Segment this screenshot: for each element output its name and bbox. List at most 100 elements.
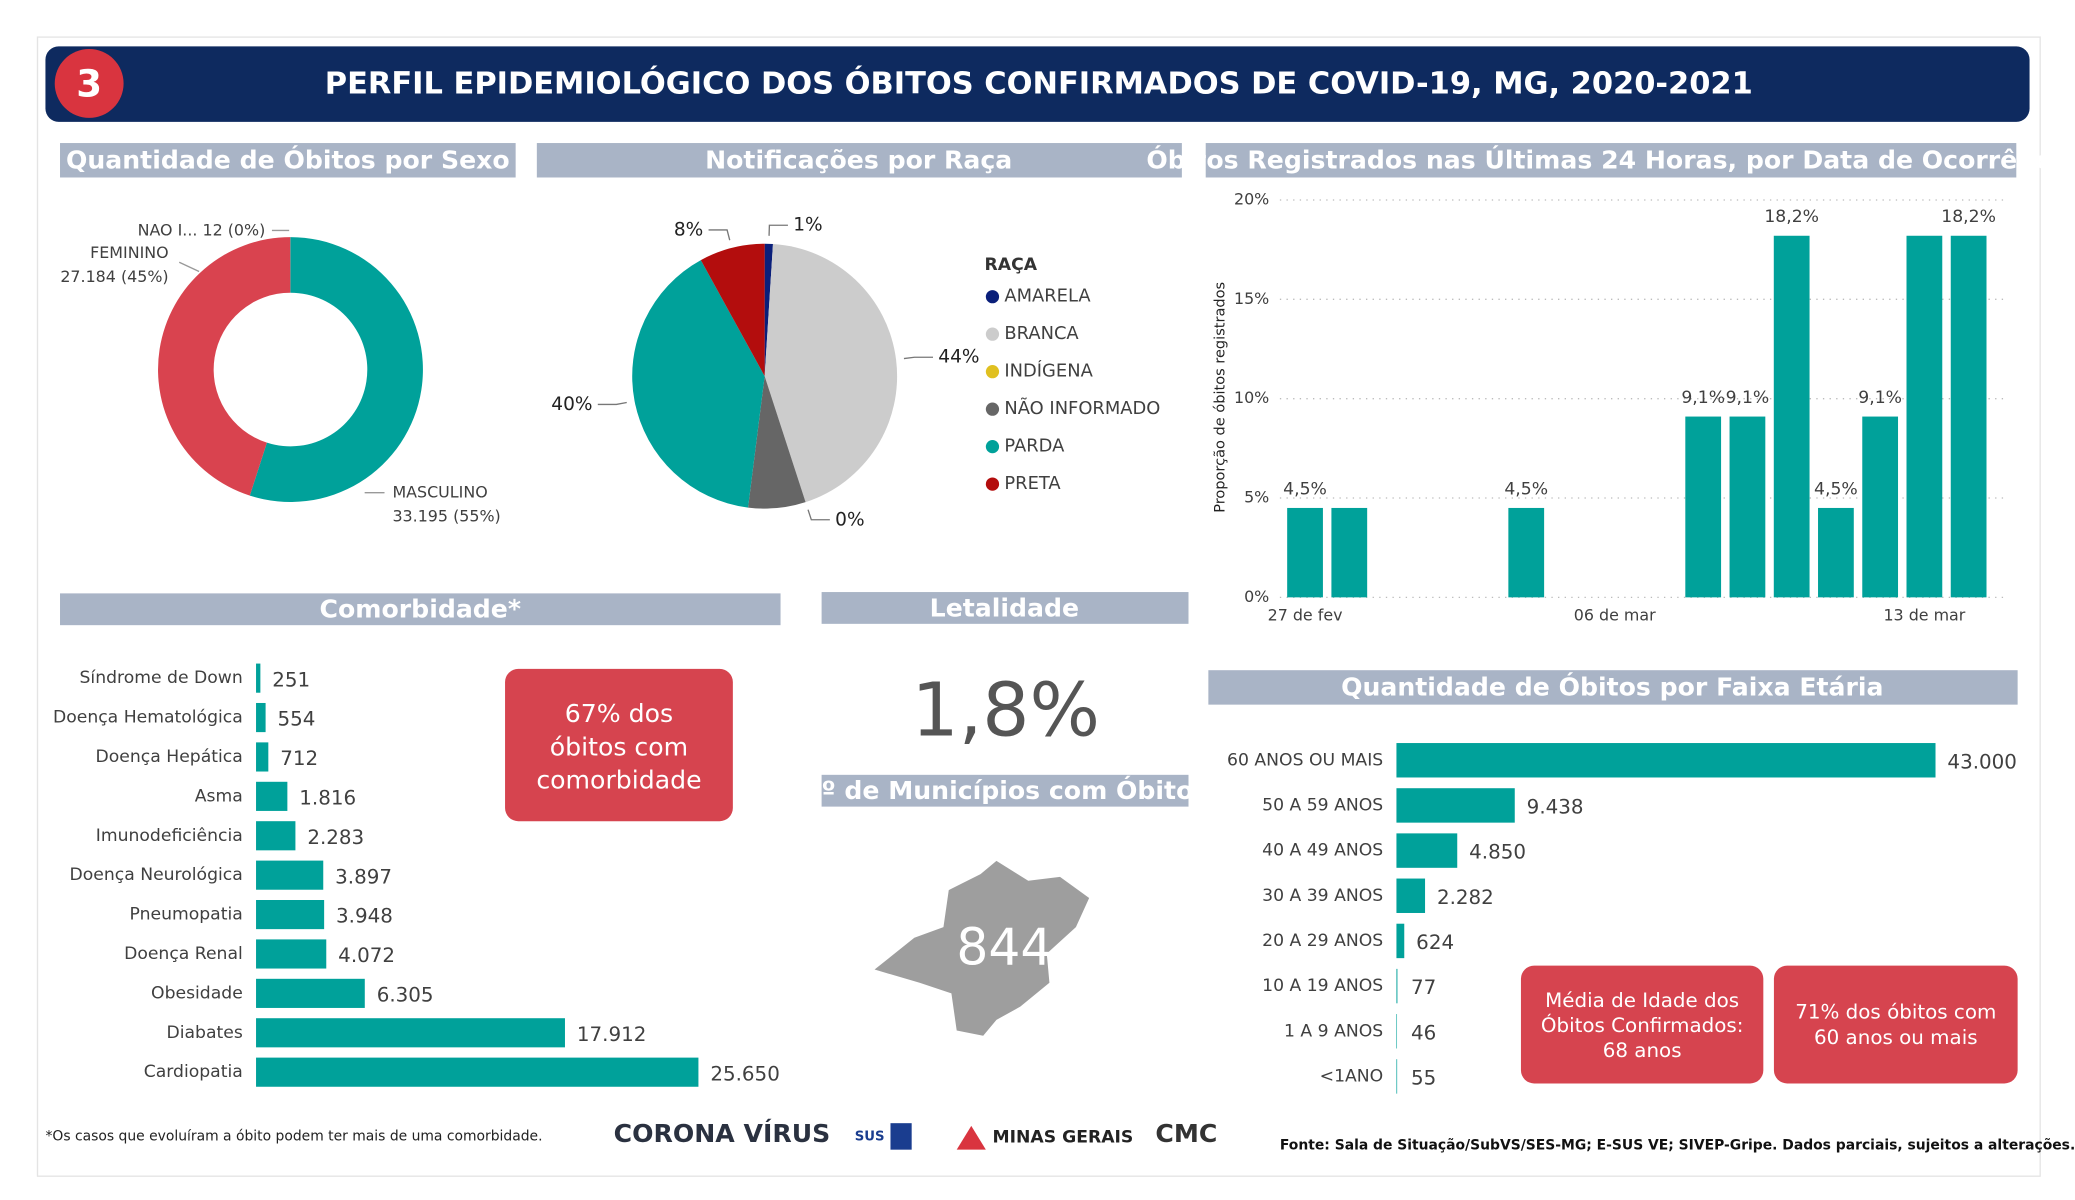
- logo: CORONA VÍRUS: [614, 1119, 831, 1148]
- section-bar: [1208, 670, 2018, 705]
- bar: [1508, 507, 1545, 598]
- data-label: 8%: [674, 219, 703, 240]
- category-label: Doença Hematológica: [53, 708, 243, 728]
- logo-mark: [956, 1125, 986, 1150]
- category-label: 50 A 59 ANOS: [1262, 795, 1383, 815]
- data-label: 9,1%: [1681, 388, 1725, 408]
- category-label: Obesidade: [151, 983, 243, 1003]
- legend-label: NÃO INFORMADO: [1004, 397, 1160, 419]
- leader-line: [597, 401, 627, 406]
- y-tick-label: 10%: [1234, 388, 1269, 407]
- category-label: 30 A 39 ANOS: [1262, 886, 1383, 906]
- leader-line: [903, 356, 933, 360]
- legend-swatch: [985, 365, 1000, 379]
- bar: [1862, 416, 1899, 598]
- section-bar: [60, 593, 781, 626]
- data-label: 1.816: [299, 787, 356, 810]
- slice-label: FEMININO: [90, 242, 168, 261]
- data-label: 9,1%: [1726, 388, 1770, 408]
- bar: [1773, 235, 1810, 598]
- slice-label-part: FEMININO: [90, 242, 168, 261]
- y-tick-label: 20%: [1234, 190, 1269, 209]
- state-map: [874, 860, 1090, 1036]
- x-tick-label: 27 de fev: [1268, 605, 1343, 624]
- leader-line: [768, 224, 788, 236]
- section-title: Óbitos Registrados nas Últimas 24 Horas,…: [1146, 145, 2075, 175]
- kpi-title: Letalidade: [930, 593, 1079, 622]
- bar: [1818, 507, 1854, 598]
- data-label: 4.072: [338, 944, 395, 967]
- header-badge: [54, 49, 124, 118]
- kpi-title: Nº de Municípios com Óbitos: [800, 775, 1208, 805]
- section-bar: [821, 592, 1189, 624]
- legend-label: BRANCA: [1004, 323, 1079, 344]
- category-label: Doença Renal: [124, 944, 243, 964]
- slice-label-part: 33.195: [392, 506, 448, 525]
- bar: [1396, 743, 1936, 778]
- logo: CMC: [1155, 1119, 1217, 1148]
- category-label: Doença Hepática: [96, 747, 243, 767]
- bar: [256, 821, 296, 851]
- slice-label: NAO I... 12 (0%): [138, 220, 266, 239]
- slice-label: 27.184 (45%): [60, 266, 168, 285]
- slice: [764, 243, 898, 503]
- category-label: 1 A 9 ANOS: [1284, 1021, 1383, 1041]
- annotation-box: [1520, 965, 1764, 1084]
- data-label: 43.000: [1947, 750, 2017, 773]
- category-label: 10 A 19 ANOS: [1262, 976, 1383, 996]
- slice: [249, 237, 423, 502]
- bar: [1396, 1014, 1398, 1049]
- x-tick-label: 13 de mar: [1883, 605, 1965, 624]
- data-label: 0%: [835, 509, 864, 530]
- slice-label-part: 27.184: [60, 266, 116, 285]
- section-title: Comorbidade*: [320, 595, 521, 624]
- data-label: 46: [1411, 1021, 1436, 1044]
- annotation-text: 60 anos ou mais: [1814, 1026, 1978, 1049]
- annotation-text: comorbidade: [536, 765, 701, 794]
- category-label: Cardiopatia: [144, 1062, 243, 1082]
- header-title: PERFIL EPIDEMIOLÓGICO DOS ÓBITOS CONFIRM…: [325, 64, 1753, 101]
- bar: [1396, 788, 1515, 823]
- annotation-text: 68 anos: [1603, 1039, 1682, 1062]
- data-label: 25.650: [710, 1062, 780, 1085]
- data-label: 4,5%: [1814, 479, 1858, 499]
- category-label: 20 A 29 ANOS: [1262, 931, 1383, 951]
- legend-swatch: [985, 290, 1000, 304]
- slice: [748, 376, 806, 509]
- bar: [256, 1018, 565, 1048]
- legend-swatch: [985, 440, 1000, 454]
- bar: [1685, 416, 1722, 598]
- data-label: 44%: [938, 347, 979, 368]
- slice: [700, 243, 765, 377]
- bar: [256, 663, 261, 693]
- data-label: 9,1%: [1858, 388, 1902, 408]
- legend-label: PARDA: [1004, 436, 1065, 457]
- bar: [256, 860, 324, 890]
- section-title: Quantidade de Óbitos por Sexo: [66, 145, 510, 175]
- category-label: Imunodeficiência: [96, 826, 243, 846]
- data-label: 77: [1411, 976, 1436, 999]
- data-label: 9.438: [1527, 796, 1584, 819]
- section-bar: [60, 143, 516, 178]
- logo: SUS: [855, 1129, 885, 1144]
- data-label: 17.912: [577, 1023, 647, 1046]
- logo: MINAS GERAIS: [992, 1128, 1133, 1148]
- bar: [256, 742, 269, 772]
- slice: [632, 260, 765, 508]
- category-label: Pneumopatia: [130, 905, 243, 925]
- section-bar: [1205, 143, 2017, 178]
- bar: [1396, 923, 1405, 959]
- y-axis-title: Proporção de óbitos registrados: [1211, 282, 1228, 513]
- leader-line: [807, 509, 830, 521]
- slice-label-part: (55%): [453, 506, 501, 525]
- slice: [764, 243, 773, 377]
- slice-label-part: MASCULINO: [392, 482, 487, 501]
- section-title: Quantidade de Óbitos por Faixa Etária: [1341, 672, 1883, 702]
- annotation-box: [1773, 965, 2018, 1084]
- bar: [256, 939, 327, 969]
- legend-label: INDÍGENA: [1004, 360, 1093, 382]
- bar: [256, 1057, 699, 1087]
- legend-label: PRETA: [1004, 473, 1061, 494]
- bar: [1396, 968, 1398, 1004]
